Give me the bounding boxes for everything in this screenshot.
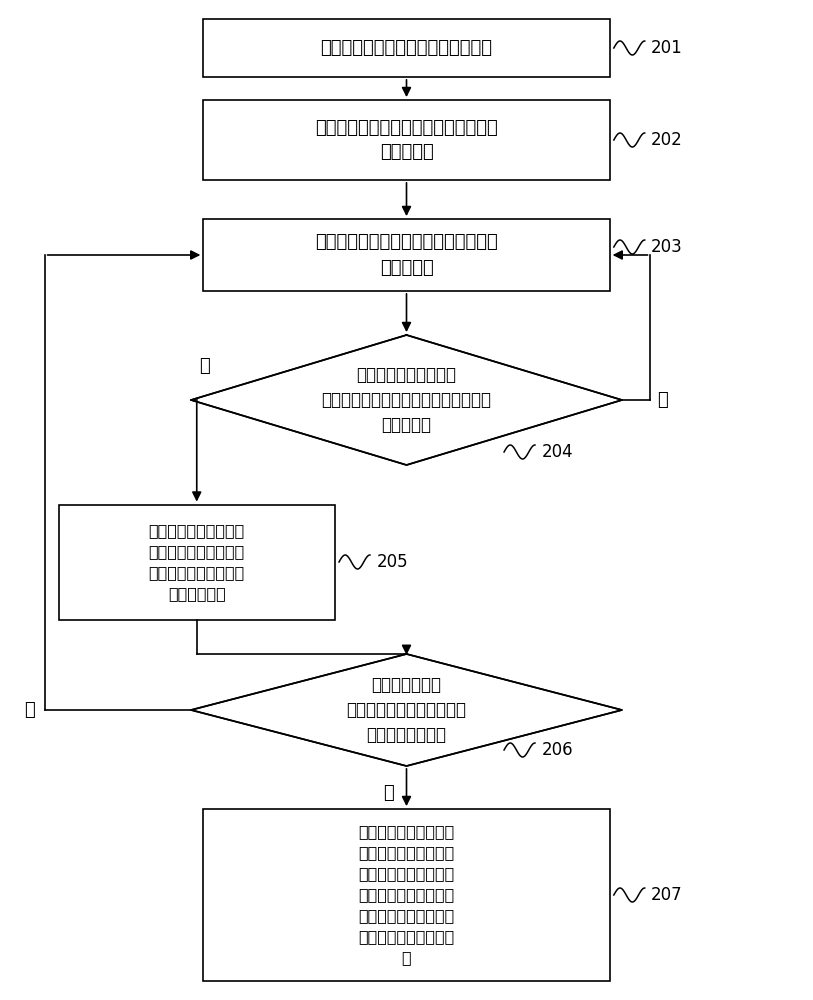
Text: 是: 是 — [199, 357, 210, 375]
Text: 从各子基站中选取任意子基站作为第一
待分配基站: 从各子基站中选取任意子基站作为第一 待分配基站 — [315, 233, 498, 276]
Bar — [203, 19, 610, 77]
Polygon shape — [191, 654, 622, 766]
Text: 201: 201 — [651, 39, 683, 57]
Bar — [203, 100, 610, 180]
Text: 203: 203 — [651, 238, 683, 256]
Text: 接收协作基站转发的终端的协作请求: 接收协作基站转发的终端的协作请求 — [320, 39, 493, 57]
Text: 根据不作为服务基站的
子基站的协作终端列表
中的第二终端标识的数
量，为与各协作终端列
表中的第二终端标识对
应的第二终端分配资源
块: 根据不作为服务基站的 子基站的协作终端列表 中的第二终端标识的数 量，为与各协作… — [359, 824, 454, 966]
Text: 是: 是 — [384, 784, 394, 802]
Polygon shape — [191, 335, 622, 465]
Text: 接收的各子基站的连接状态信息中的服
务标识信息: 接收的各子基站的连接状态信息中的服 务标识信息 — [315, 118, 498, 161]
Bar — [59, 505, 335, 620]
Text: 207: 207 — [651, 886, 683, 904]
Text: 否: 否 — [24, 701, 35, 719]
Text: 根据第一待分配基站的
服务标识信息判断第一待分配基站是否
为服务基站: 根据第一待分配基站的 服务标识信息判断第一待分配基站是否 为服务基站 — [321, 366, 492, 434]
Bar — [203, 219, 610, 291]
Text: 202: 202 — [651, 131, 683, 149]
Text: 206: 206 — [541, 741, 573, 759]
Bar — [203, 809, 610, 981]
Text: 204: 204 — [541, 443, 573, 461]
Text: 根据第一待分配基站的
服务终端列表，将第一
待分配基站的资源块分
配给第一终端: 根据第一待分配基站的 服务终端列表，将第一 待分配基站的资源块分 配给第一终端 — [149, 523, 245, 601]
Text: 205: 205 — [376, 553, 408, 571]
Text: 否: 否 — [657, 391, 667, 409]
Text: 判断是否完成对
全部的作为服务基站的子基
站的资源块的分配: 判断是否完成对 全部的作为服务基站的子基 站的资源块的分配 — [346, 676, 467, 744]
